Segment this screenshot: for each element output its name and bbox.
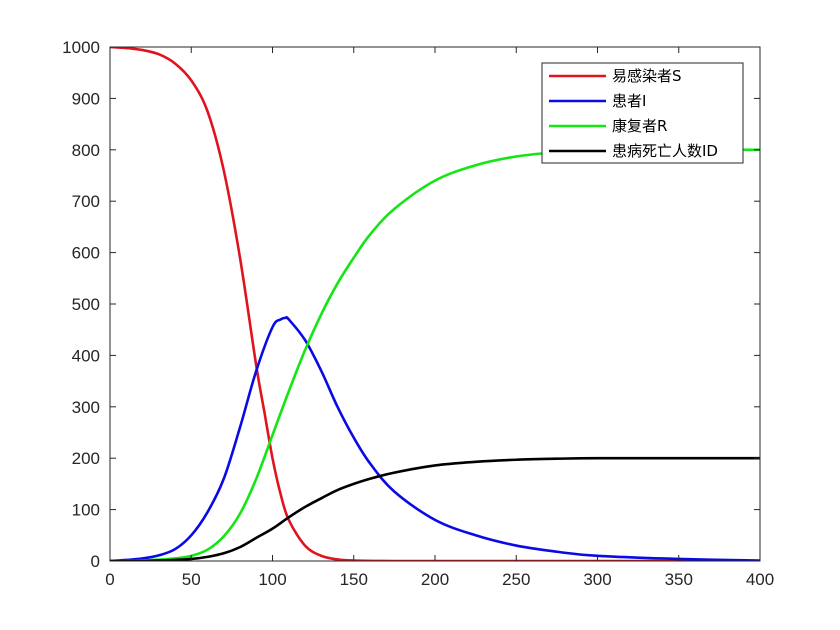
- legend-label-1: 患者I: [612, 92, 646, 110]
- x-axis: 0 50 100 150 200 250 300 350 400: [105, 47, 774, 589]
- y-tick-label: 600: [72, 244, 100, 263]
- x-tick-label: 300: [583, 570, 611, 589]
- x-tick-label: 100: [258, 570, 286, 589]
- y-tick-label: 800: [72, 141, 100, 160]
- y-tick-label: 0: [91, 552, 100, 571]
- x-tick-label: 200: [421, 570, 449, 589]
- y-tick-label: 300: [72, 398, 100, 417]
- legend: 易感染者S 患者I 康复者R 患病死亡人数ID: [541, 62, 744, 164]
- x-tick-label: 250: [502, 570, 530, 589]
- y-tick-label: 900: [72, 89, 100, 108]
- legend-label-3: 患病死亡人数ID: [612, 142, 718, 160]
- y-tick-label: 700: [72, 192, 100, 211]
- x-tick-label: 350: [665, 570, 693, 589]
- series-line-1: [110, 315, 760, 561]
- y-tick-label: 500: [72, 295, 100, 314]
- x-tick-label: 400: [746, 570, 774, 589]
- x-tick-label: 150: [340, 570, 368, 589]
- y-tick-label: 100: [72, 501, 100, 520]
- legend-label-0: 易感染者S: [612, 67, 682, 85]
- y-tick-label: 200: [72, 449, 100, 468]
- series-line-3: [110, 456, 760, 561]
- y-axis: 0 100 200 300 400 500 600 700 800 900 1000: [62, 38, 760, 571]
- y-tick-label: 400: [72, 346, 100, 365]
- x-tick-label: 50: [182, 570, 201, 589]
- y-tick-label: 1000: [62, 38, 100, 57]
- series-line-0: [110, 47, 760, 561]
- x-tick-label: 0: [105, 570, 114, 589]
- legend-box: [541, 62, 744, 164]
- legend-label-2: 康复者R: [612, 117, 667, 135]
